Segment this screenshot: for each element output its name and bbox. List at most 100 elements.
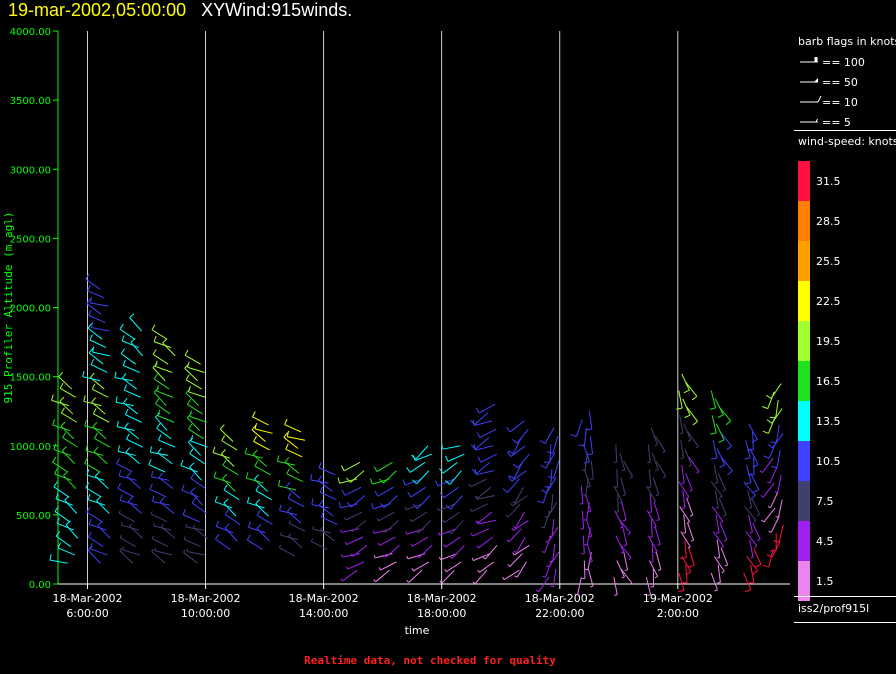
wind-barb-staff: [418, 544, 433, 559]
wind-barb-staff: [686, 406, 698, 422]
wind-barb-flag: [541, 489, 547, 494]
wind-barb: [254, 460, 271, 476]
wind-barb: [716, 539, 721, 559]
colorbar-swatch: [798, 521, 810, 561]
wind-barb-flag: [654, 444, 658, 447]
wind-barb-staff: [474, 569, 488, 585]
x-tick-date-label: 18-Mar-2002: [171, 592, 241, 605]
wind-barb-staff: [254, 428, 273, 434]
wind-barb-staff: [414, 453, 433, 461]
wind-barb-staff: [451, 544, 465, 559]
wind-barb-flag: [185, 374, 190, 381]
wind-barb-flag: [124, 408, 129, 415]
wind-barb-staff: [85, 449, 104, 456]
wind-barb-flag: [629, 476, 633, 479]
wind-barb-staff: [223, 489, 240, 501]
wind-barb: [682, 398, 691, 419]
wind-barb-staff: [51, 399, 69, 407]
x-tick-date-label: 18-Mar-2002: [53, 592, 123, 605]
x-tick-time-label: 18:00:00: [417, 607, 466, 620]
wind-barb-flag: [377, 542, 381, 546]
wind-barb: [585, 518, 593, 538]
wind-barb-flag: [745, 482, 752, 485]
wind-barb-flag: [477, 456, 482, 463]
wind-barb-staff: [157, 452, 173, 465]
wind-barb: [125, 447, 141, 465]
wind-barb-staff: [287, 497, 305, 508]
wind-barb-flag: [541, 526, 545, 529]
wind-barb-flag: [410, 543, 413, 547]
wind-barb-staff: [715, 514, 720, 533]
wind-barb-staff: [648, 560, 659, 577]
wind-barb: [87, 493, 106, 506]
wind-barb: [280, 532, 299, 541]
wind-barb-flag: [445, 504, 451, 510]
wind-barb-staff: [683, 423, 692, 441]
wind-barb-flag: [126, 433, 130, 440]
wind-barb-staff: [762, 482, 775, 498]
wind-barb-flag: [119, 494, 123, 501]
wind-barb: [318, 462, 336, 476]
wind-barb-staff: [507, 478, 520, 493]
wind-barb-flag: [151, 548, 154, 552]
wind-barb-flag: [379, 478, 384, 484]
colorbar-swatch: [798, 441, 810, 481]
wind-barb-staff: [476, 486, 492, 499]
wind-barb-staff: [248, 526, 266, 534]
wind-barb-flag: [186, 548, 189, 552]
wind-barb: [376, 511, 395, 522]
wind-barb: [254, 474, 268, 492]
wind-barb-staff: [711, 415, 717, 433]
wind-barb-staff: [710, 481, 723, 497]
wind-barb-staff: [550, 469, 553, 488]
wind-barb-flag: [449, 556, 453, 559]
wind-barb: [766, 540, 781, 558]
wind-barb-flag: [83, 395, 86, 402]
wind-barb-staff: [247, 502, 265, 509]
wind-barb-flag: [589, 560, 593, 563]
wind-barb-flag: [753, 488, 760, 493]
wind-barb-staff: [122, 364, 140, 373]
wind-barb: [155, 398, 171, 415]
wind-barb-staff: [623, 460, 633, 477]
wind-barb-flag: [544, 515, 548, 519]
wind-barb-flag: [156, 423, 161, 429]
wind-barb-flag: [319, 486, 323, 493]
wind-barb-flag: [407, 491, 412, 498]
wind-barb: [753, 547, 762, 568]
wind-barb: [409, 511, 428, 523]
wind-barb: [512, 544, 530, 556]
wind-barb-flag: [652, 500, 656, 504]
wind-barb: [345, 561, 365, 570]
wind-barb-staff: [622, 527, 628, 545]
wind-barb-flag: [416, 555, 420, 559]
wind-barb-flag: [415, 530, 419, 534]
wind-barb-staff: [513, 519, 529, 531]
wind-barb-staff: [517, 453, 530, 469]
wind-barb-flag: [312, 526, 315, 530]
wind-barb-flag: [84, 457, 89, 464]
wind-barb-flag: [212, 446, 216, 453]
wind-barb-flag: [320, 511, 325, 518]
wind-barb-flag: [371, 502, 374, 509]
wind-barb-staff: [410, 486, 427, 498]
wind-barb-staff: [152, 500, 171, 506]
wind-barb-staff: [90, 548, 108, 556]
wind-barb-staff: [503, 569, 520, 581]
wind-barb-flag: [90, 372, 95, 378]
wind-barb-staff: [645, 576, 652, 595]
wind-barb: [85, 273, 101, 290]
wind-barb-flag: [512, 552, 515, 556]
wind-barb-flag: [439, 492, 445, 499]
wind-barb: [687, 523, 695, 542]
wind-barb-staff: [413, 561, 430, 572]
wind-barb-flag: [684, 414, 691, 419]
wind-barb-staff: [688, 547, 695, 566]
wind-barb-staff: [748, 423, 758, 440]
wind-barb-flag: [378, 567, 381, 571]
wind-barb-staff: [717, 473, 726, 491]
wind-barb: [720, 547, 729, 567]
wind-barb-staff: [88, 314, 106, 324]
wind-barb-flag: [318, 462, 322, 468]
wind-barb-flag: [60, 407, 65, 414]
